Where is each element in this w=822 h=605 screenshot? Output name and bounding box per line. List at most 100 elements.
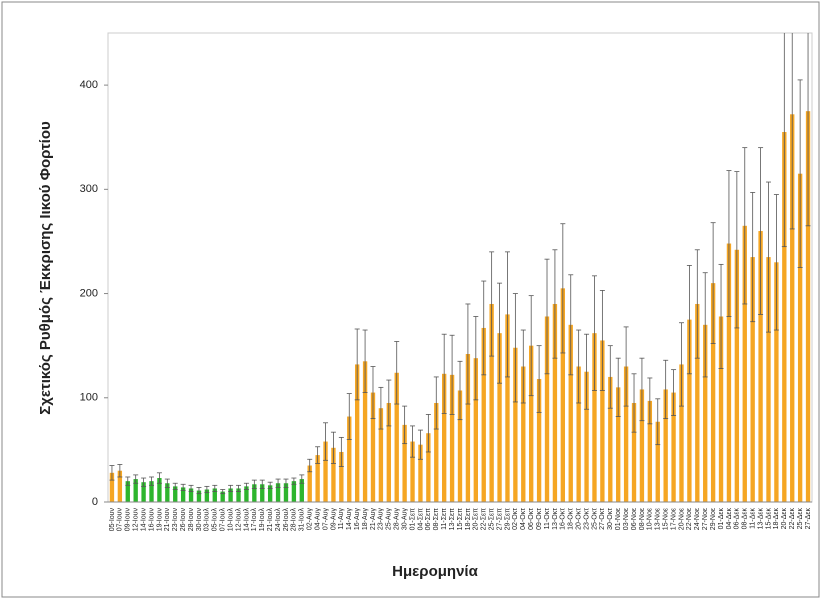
x-tick-label: 19-Ιουλ bbox=[259, 508, 266, 532]
x-tick-label: 30-Αυγ bbox=[401, 508, 408, 531]
x-tick-label: 08-Νοε bbox=[639, 508, 646, 530]
x-tick-label: 07-Ιουν bbox=[117, 508, 124, 532]
bar bbox=[576, 366, 581, 502]
x-tick-label: 15-Δεκ bbox=[765, 508, 772, 530]
bar bbox=[521, 366, 526, 502]
bar bbox=[710, 283, 716, 502]
bar bbox=[291, 481, 297, 502]
x-tick-label: 10-Νοε bbox=[647, 508, 654, 530]
bar bbox=[244, 486, 249, 502]
bar bbox=[125, 481, 130, 502]
x-tick-label: 22-Νοε bbox=[686, 508, 693, 530]
y-tick-label: 100 bbox=[80, 392, 98, 404]
bar bbox=[774, 262, 779, 502]
x-tick-label: 11-Σεπ bbox=[441, 508, 448, 530]
x-tick-label: 06-Οκτ bbox=[528, 508, 535, 530]
x-tick-label: 18-Οκτ bbox=[568, 508, 575, 530]
bar bbox=[173, 486, 178, 502]
plot bbox=[109, 33, 811, 502]
bar bbox=[165, 483, 170, 502]
x-tick-label: 14-Ιουν bbox=[140, 508, 147, 532]
bar bbox=[117, 470, 123, 502]
bar bbox=[426, 433, 431, 502]
x-tick-label: 12-Ιουν bbox=[133, 508, 140, 532]
bar bbox=[552, 303, 558, 502]
bar bbox=[315, 455, 320, 502]
x-tick-label: 11-Αυγ bbox=[338, 508, 345, 530]
bar bbox=[671, 392, 676, 502]
x-tick-label: 09-Ιουν bbox=[125, 508, 132, 532]
bar bbox=[560, 288, 566, 502]
bar bbox=[354, 364, 360, 502]
x-tick-label: 17-Νοε bbox=[670, 508, 677, 530]
bar bbox=[299, 479, 304, 502]
bar bbox=[323, 441, 328, 502]
bar bbox=[434, 402, 439, 502]
x-tick-label: 11-Οκτ bbox=[544, 508, 551, 530]
x-tick-label: 08-Σεπ bbox=[433, 508, 440, 531]
x-tick-label: 27-Δεκ bbox=[805, 508, 812, 530]
x-tick-label: 06-Σεπ bbox=[425, 508, 432, 531]
bar bbox=[742, 225, 747, 502]
x-tick-label: 14-Ιουλ bbox=[243, 508, 250, 532]
x-tick-label: 28-Ιουλ bbox=[291, 508, 298, 532]
x-tick-label: 17-Ιουλ bbox=[251, 508, 258, 532]
x-tick-label: 20-Οκτ bbox=[575, 508, 582, 530]
bar bbox=[481, 327, 486, 502]
bar bbox=[544, 316, 550, 502]
x-tick-label: 15-Σεπ bbox=[457, 508, 464, 531]
bar bbox=[687, 319, 692, 502]
x-tick-label: 13-Δεκ bbox=[757, 508, 764, 530]
bar bbox=[679, 364, 684, 502]
bar bbox=[529, 345, 534, 502]
x-tick-label: 16-Ιουν bbox=[148, 508, 155, 532]
bar bbox=[718, 316, 724, 502]
x-tick-label: 27-Σεπ bbox=[496, 508, 503, 531]
x-tick-label: 27-Οκτ bbox=[599, 508, 606, 530]
x-tick-label: 14-Αυγ bbox=[346, 508, 353, 531]
x-tick-label: 18-Σεπ bbox=[465, 508, 472, 531]
x-tick-label: 02-Αυγ bbox=[307, 508, 314, 531]
bar bbox=[473, 358, 478, 502]
bar bbox=[378, 408, 384, 502]
x-tick-label: 22-Δεκ bbox=[789, 508, 796, 530]
bar bbox=[402, 424, 407, 502]
x-tick-label: 25-Δεκ bbox=[797, 508, 804, 530]
x-tick-label: 08-Δεκ bbox=[742, 508, 749, 530]
bar bbox=[236, 488, 241, 502]
x-tick-label: 28-Ιουν bbox=[188, 508, 195, 532]
bar bbox=[442, 373, 447, 502]
x-tick-label: 16-Αυγ bbox=[354, 508, 361, 531]
bar bbox=[386, 402, 391, 502]
bar bbox=[766, 257, 771, 502]
bar bbox=[109, 472, 115, 502]
x-tick-label: 03-Ιουλ bbox=[204, 508, 211, 532]
x-tick-label: 16-Οκτ bbox=[560, 508, 567, 530]
x-tick-label: 02-Οκτ bbox=[512, 508, 519, 530]
x-tick-label: 04-Σεπ bbox=[417, 508, 424, 531]
x-tick-label: 27-Νοε bbox=[702, 508, 709, 530]
bar bbox=[188, 488, 194, 502]
bar bbox=[647, 400, 653, 502]
bar bbox=[782, 132, 787, 502]
x-tick-label: 21-Ιουν bbox=[164, 508, 171, 532]
x-tick-label: 19-Ιουν bbox=[156, 508, 163, 532]
x-axis-label: Ημερομηνία bbox=[392, 563, 478, 580]
x-tick-label: 18-Αυγ bbox=[362, 508, 369, 531]
bar bbox=[418, 444, 423, 502]
x-tick-label: 05-Ιουλ bbox=[212, 508, 219, 532]
x-tick-label: 30-Ιουν bbox=[196, 508, 203, 532]
x-tick-label: 31-Ιουλ bbox=[299, 508, 306, 532]
bar bbox=[212, 488, 217, 502]
y-axis-label: Σχετικός Ρυθμός Έκκρισης Ιικού Φορτίου bbox=[37, 121, 54, 415]
x-tick-label: 10-Ιουλ bbox=[227, 508, 234, 532]
bar bbox=[283, 483, 289, 502]
bar bbox=[623, 366, 629, 502]
bar bbox=[157, 478, 162, 502]
bar bbox=[252, 484, 257, 502]
bar bbox=[465, 354, 471, 502]
x-tick-label: 28-Αυγ bbox=[394, 508, 401, 531]
bar bbox=[797, 173, 803, 502]
